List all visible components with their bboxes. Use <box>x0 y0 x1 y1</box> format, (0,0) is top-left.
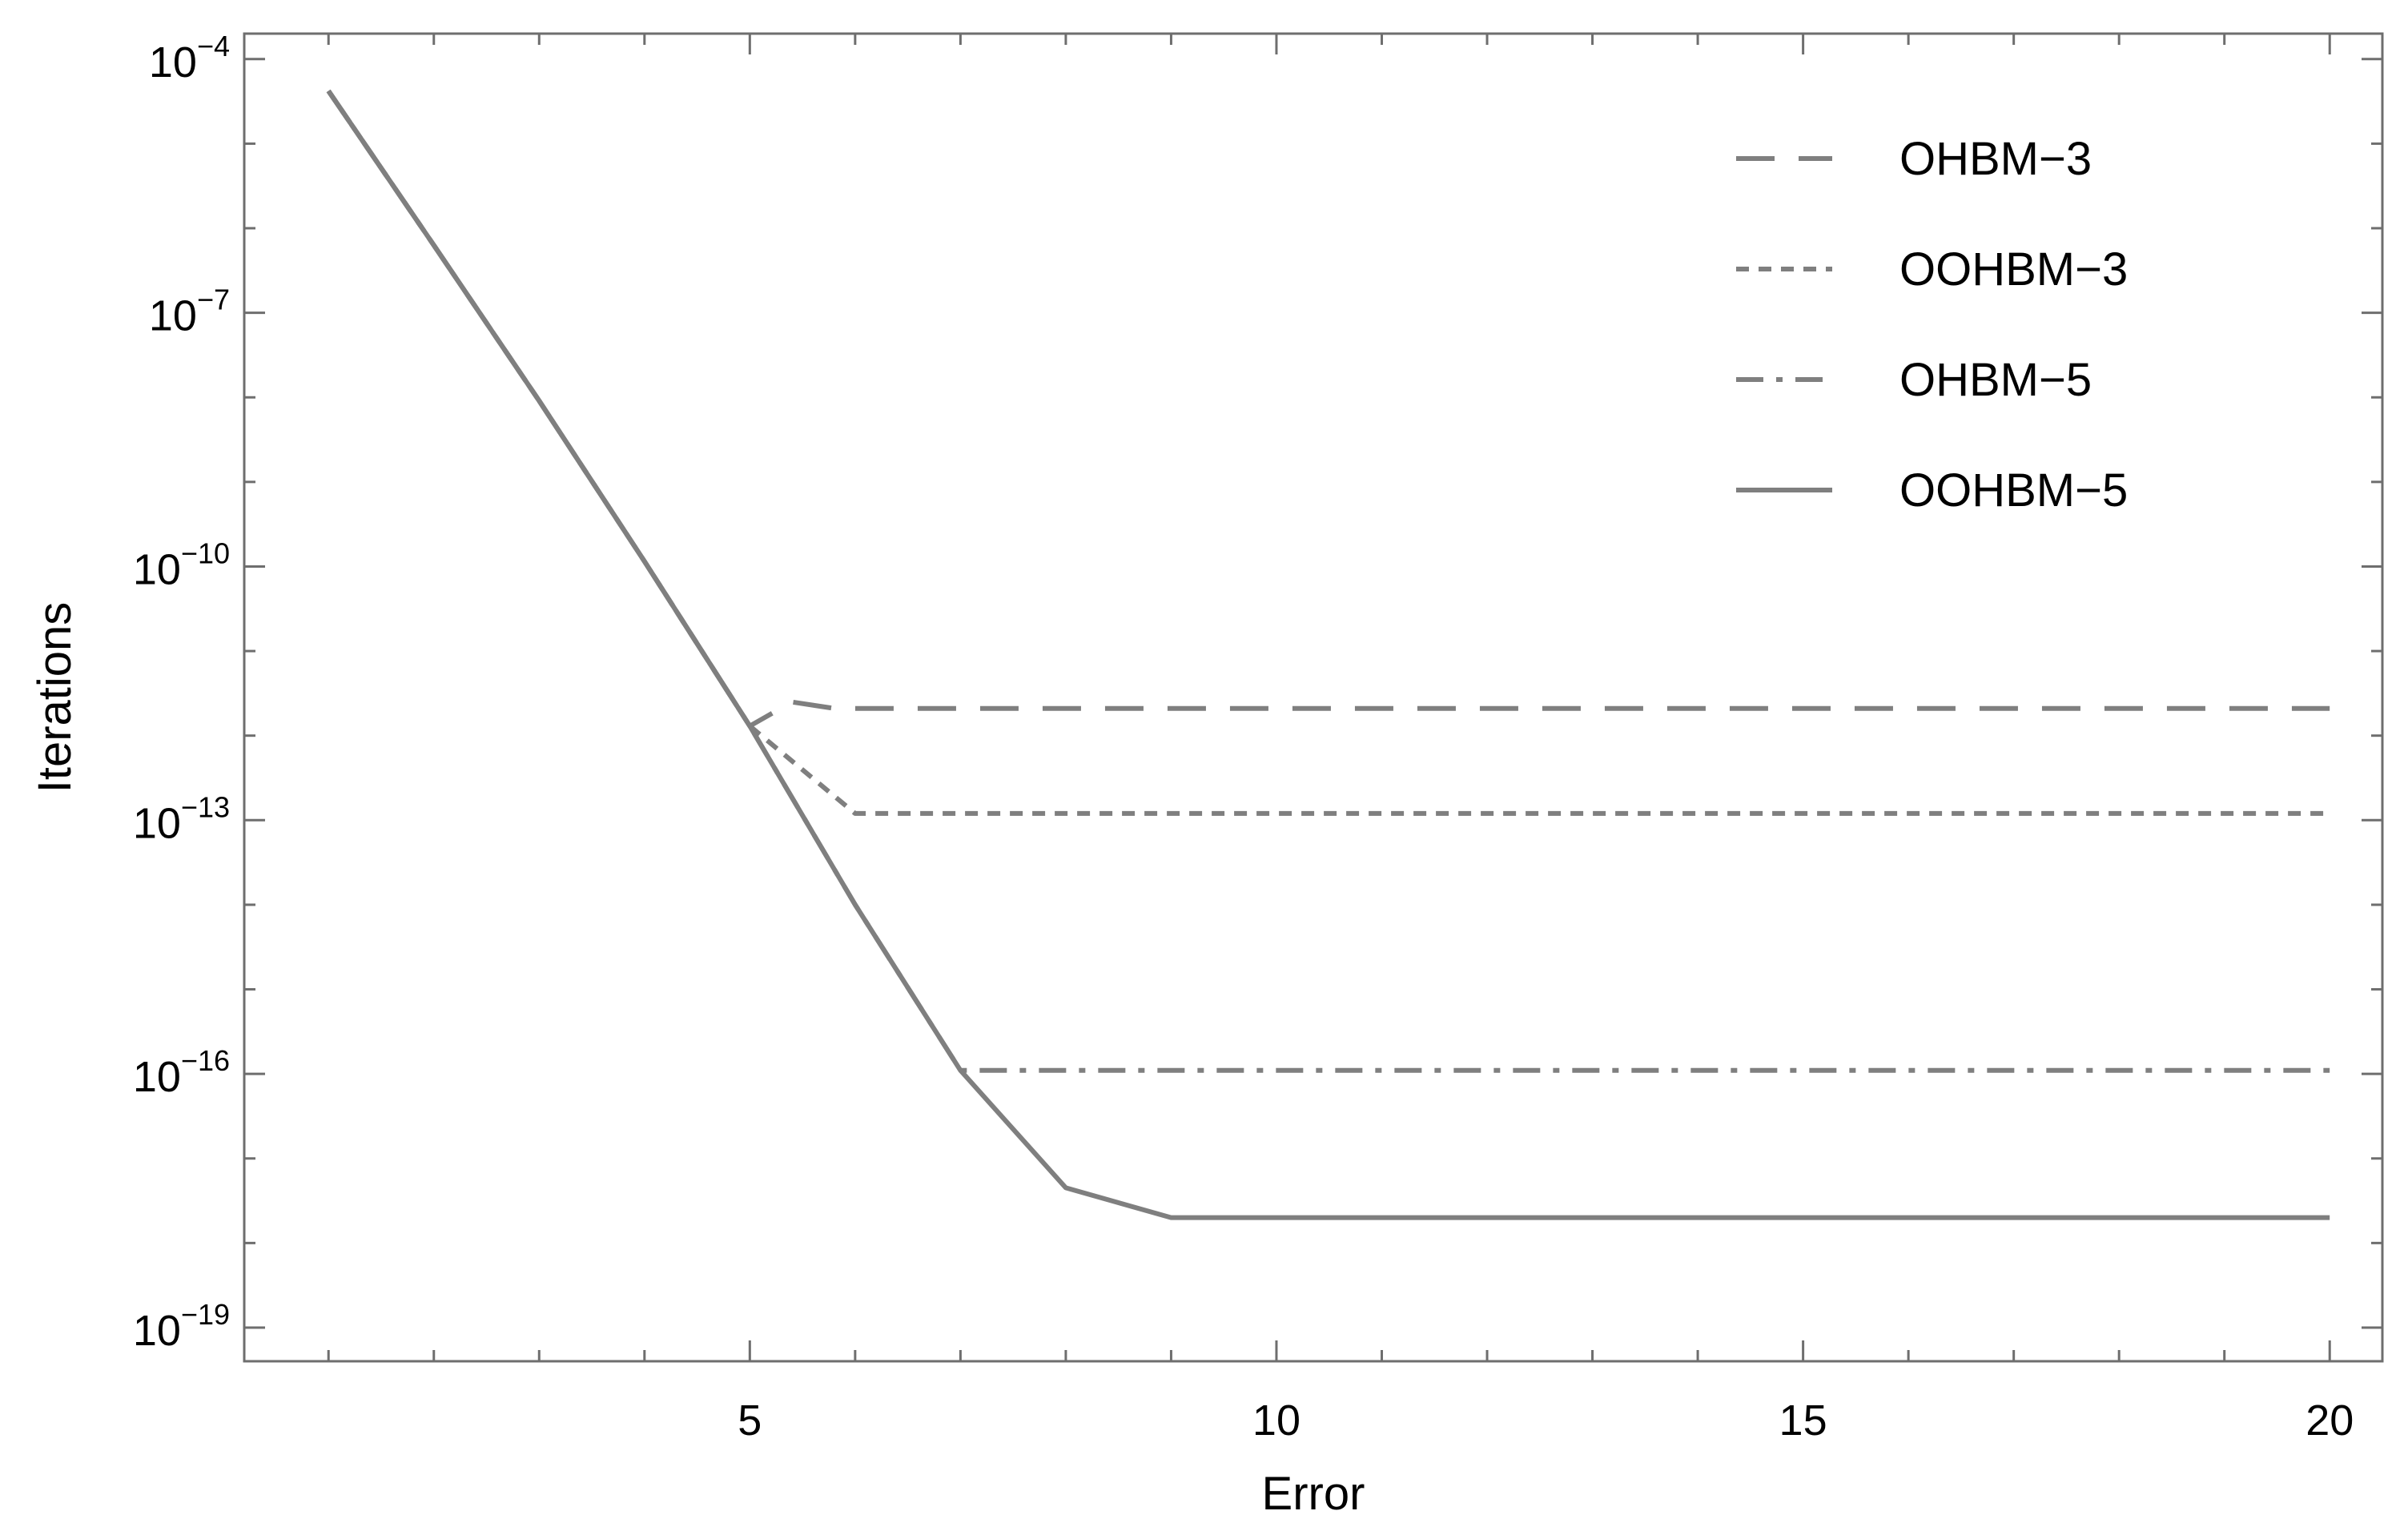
legend-label: OHBM−5 <box>1899 354 2092 406</box>
y-tick-label-base: 10 <box>133 545 181 593</box>
y-tick-label-base: 10 <box>133 1053 181 1101</box>
y-tick-label-base: 10 <box>149 292 197 340</box>
y-tick-label-base: 10 <box>133 799 181 847</box>
y-tick-label-base: 10 <box>149 38 197 86</box>
series-line-oohbm-5 <box>326 89 2330 1220</box>
x-tick-label: 20 <box>2305 1396 2354 1445</box>
y-tick-label-exponent: −13 <box>181 790 230 823</box>
y-tick-label-exponent: −10 <box>181 536 230 569</box>
y-tick-label: 10−4 <box>149 30 230 86</box>
series-layer <box>326 89 2330 1220</box>
y-tick-label-exponent: −16 <box>181 1044 230 1077</box>
y-tick-label: 10−7 <box>149 283 230 340</box>
y-tick-label-exponent: −19 <box>181 1298 230 1331</box>
x-tick-label: 15 <box>1779 1396 1827 1445</box>
x-tick-label: 10 <box>1252 1396 1300 1445</box>
y-tick-label-base: 10 <box>133 1307 181 1355</box>
y-axis-title: Iterations <box>29 602 81 794</box>
y-tick-label: 10−10 <box>133 536 230 593</box>
y-tick-label: 10−16 <box>133 1044 230 1101</box>
y-tick-label: 10−13 <box>133 790 230 847</box>
legend-label: OHBM−3 <box>1899 133 2092 185</box>
x-ticks: 5 10 15 20 <box>327 34 2354 1445</box>
y-tick-label: 10−19 <box>133 1298 230 1355</box>
y-tick-label-exponent: −4 <box>197 30 230 62</box>
y-tick-label-exponent: −7 <box>197 283 230 316</box>
x-axis-title: Error <box>1262 1468 1365 1520</box>
legend: OHBM−3 OOHBM−3 OHBM−5 OOHBM−5 <box>1736 133 2128 516</box>
x-tick-label: 5 <box>738 1396 762 1445</box>
legend-label: OOHBM−5 <box>1899 464 2128 516</box>
legend-label: OOHBM−3 <box>1899 243 2128 295</box>
plot-frame <box>243 32 2384 1363</box>
